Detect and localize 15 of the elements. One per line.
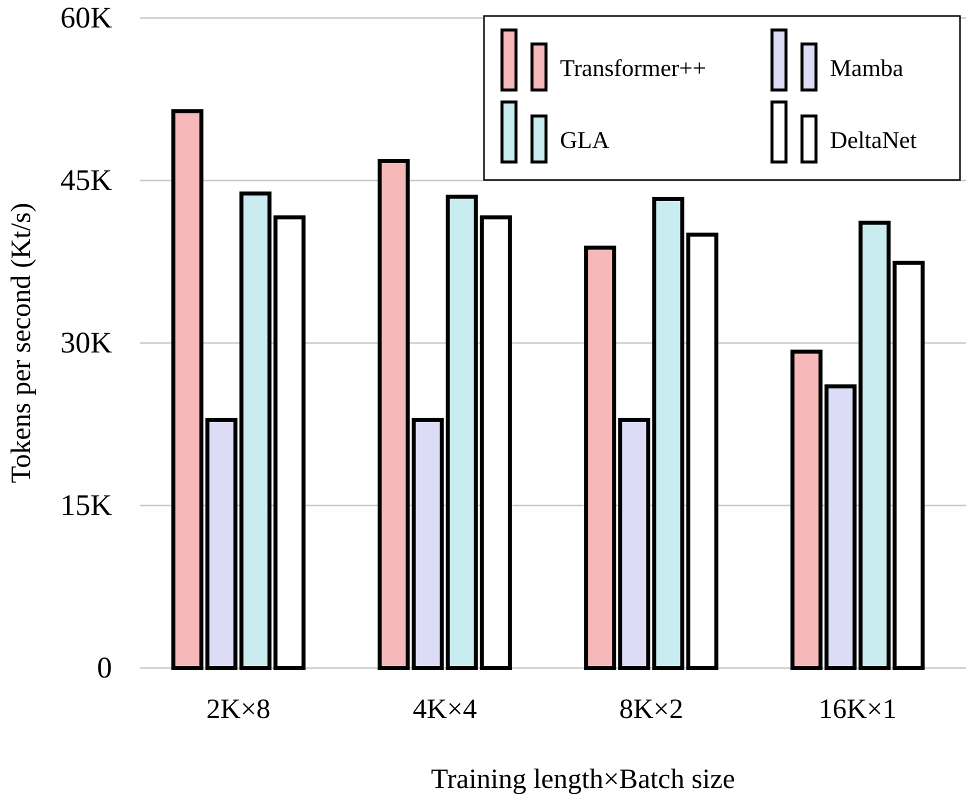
y-tick-label: 60K (60, 2, 112, 35)
legend-label: GLA (560, 128, 610, 154)
x-tick-label: 8K×2 (619, 694, 684, 725)
legend-label: Mamba (830, 56, 904, 82)
x-tick-label: 16K×1 (818, 694, 897, 725)
x-axis-title: Training length×Batch size (430, 764, 736, 795)
legend-label: Transformer++ (560, 56, 706, 82)
y-tick-label: 15K (60, 489, 112, 522)
legend-label: DeltaNet (830, 128, 917, 154)
y-tick-label: 30K (60, 326, 112, 360)
y-tick-label: 45K (60, 164, 112, 198)
y-tick-label: 0 (97, 652, 112, 685)
x-tick-label: 4K×4 (412, 694, 477, 725)
y-axis-title: Tokens per second (Kt/s) (6, 202, 37, 484)
x-tick-label: 2K×8 (206, 694, 270, 725)
